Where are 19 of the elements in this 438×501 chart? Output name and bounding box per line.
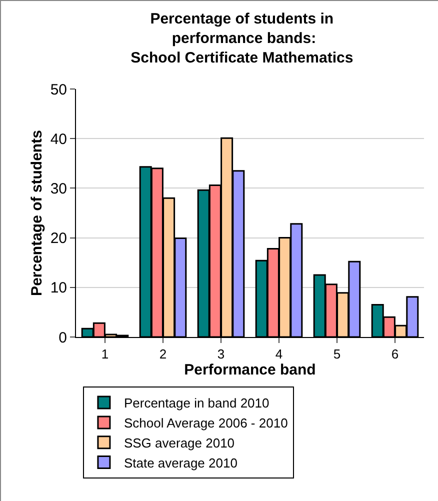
y-tick-label: 10 [50, 280, 67, 297]
x-tick-label: 5 [333, 346, 341, 362]
y-tick-label: 20 [50, 230, 67, 248]
x-tick-label: 2 [159, 346, 167, 362]
chart-title: Percentage of students in performance bands: School Certificate Mathematics [130, 10, 354, 67]
x-tick-label: 1 [101, 346, 109, 362]
legend-label: SSG average 2010 [124, 435, 235, 450]
y-tick-label: 0 [58, 329, 67, 346]
y-tick-label: 50 [50, 81, 67, 98]
legend-label: School Average 2006 - 2010 [124, 416, 288, 431]
y-axis-title: Percentage of students [28, 130, 46, 296]
x-tick-label: 4 [275, 346, 283, 362]
x-tick-label: 6 [391, 346, 399, 362]
legend-label: Percentage in band 2010 [124, 396, 270, 411]
y-tick-label: 30 [50, 180, 67, 198]
x-tick-label: 3 [217, 346, 225, 362]
x-axis-title: Performance band [184, 362, 316, 379]
y-tick-label: 40 [50, 130, 67, 148]
legend-label: State average 2010 [124, 455, 238, 470]
